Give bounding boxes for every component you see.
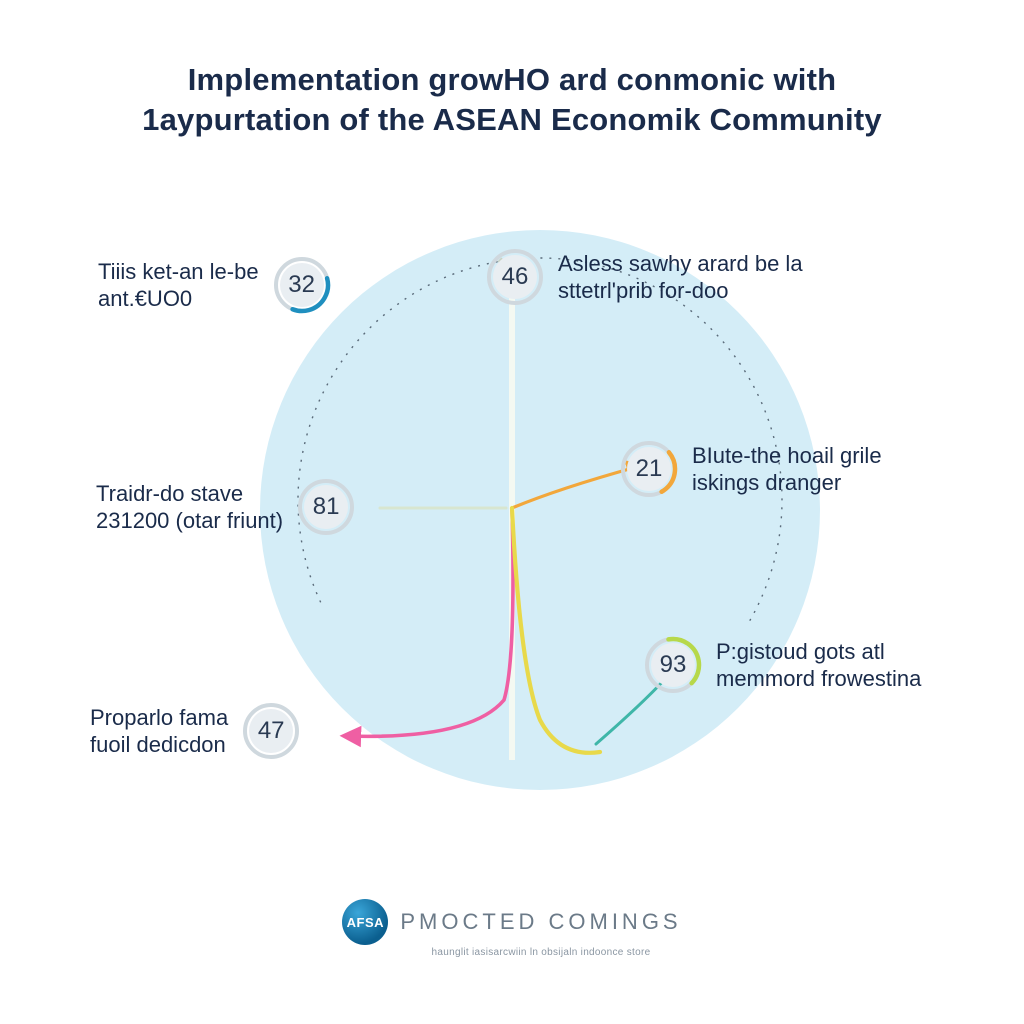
datapoint-label: Proparlo famafuoil dedicdon bbox=[90, 704, 228, 759]
datapoint-label-line: Tiiis ket-an le-be bbox=[98, 258, 259, 286]
footer-sub-text: haunglit iasisarcwiin ln obsijaln indoon… bbox=[432, 947, 651, 958]
value-badge-number: 46 bbox=[493, 255, 537, 299]
value-badge: 32 bbox=[273, 256, 331, 314]
value-badge: 46 bbox=[486, 248, 544, 306]
value-badge: 47 bbox=[242, 702, 300, 760]
chart-title: Implementation growHO ard conmonic with … bbox=[0, 62, 1024, 138]
chart-title-line2: 1aypurtation of the ASEAN Economik Commu… bbox=[0, 102, 1024, 138]
datapoint-dp3: Traidr-do stave231200 (otar friunt) 81 bbox=[96, 478, 355, 536]
datapoint-dp4: BIute-the hoail grileiskings dranger 21 bbox=[620, 440, 882, 498]
datapoint-label: Tiiis ket-an le-beant.€UO0 bbox=[98, 258, 259, 313]
datapoint-label: Asless sawhy arard be lasttetrl'prib for… bbox=[558, 250, 803, 305]
datapoint-label: Traidr-do stave231200 (otar friunt) bbox=[96, 480, 283, 535]
datapoint-label: BIute-the hoail grileiskings dranger bbox=[692, 442, 882, 497]
value-badge-number: 93 bbox=[651, 643, 695, 687]
datapoint-label: P:gistoud gots atlmemmord frowestina bbox=[716, 638, 921, 693]
footer-logo: AFSA bbox=[342, 899, 388, 945]
datapoint-dp2: Asless sawhy arard be lasttetrl'prib for… bbox=[486, 248, 803, 306]
value-badge-number: 21 bbox=[627, 447, 671, 491]
datapoint-label-line: BIute-the hoail grile bbox=[692, 442, 882, 470]
datapoint-label-line: sttetrl'prib for-doo bbox=[558, 277, 803, 305]
datapoint-label-line: Proparlo fama bbox=[90, 704, 228, 732]
datapoint-label-line: ant.€UO0 bbox=[98, 285, 259, 313]
datapoint-label-line: Asless sawhy arard be la bbox=[558, 250, 803, 278]
datapoint-dp1: Tiiis ket-an le-beant.€UO0 32 bbox=[98, 256, 331, 314]
value-badge-number: 81 bbox=[304, 485, 348, 529]
footer-row: AFSA PMOCTED COMINGS bbox=[342, 899, 681, 945]
datapoint-label-line: fuoil dedicdon bbox=[90, 731, 228, 759]
datapoint-dp6: Proparlo famafuoil dedicdon 47 bbox=[90, 702, 300, 760]
value-badge-number: 47 bbox=[249, 709, 293, 753]
value-badge-number: 32 bbox=[280, 263, 324, 307]
footer: AFSA PMOCTED COMINGS haunglit iasisarcwi… bbox=[0, 899, 1024, 958]
datapoint-dp5: P:gistoud gots atlmemmord frowestina 93 bbox=[644, 636, 921, 694]
footer-logo-text: AFSA bbox=[347, 915, 384, 930]
value-badge: 81 bbox=[297, 478, 355, 536]
datapoint-label-line: 231200 (otar friunt) bbox=[96, 507, 283, 535]
datapoint-label-line: Traidr-do stave bbox=[96, 480, 283, 508]
footer-main-text: PMOCTED COMINGS bbox=[400, 909, 681, 935]
chart-title-line1: Implementation growHO ard conmonic with bbox=[0, 62, 1024, 98]
value-badge: 93 bbox=[644, 636, 702, 694]
datapoint-label-line: iskings dranger bbox=[692, 469, 882, 497]
datapoint-label-line: memmord frowestina bbox=[716, 665, 921, 693]
value-badge: 21 bbox=[620, 440, 678, 498]
datapoint-label-line: P:gistoud gots atl bbox=[716, 638, 921, 666]
